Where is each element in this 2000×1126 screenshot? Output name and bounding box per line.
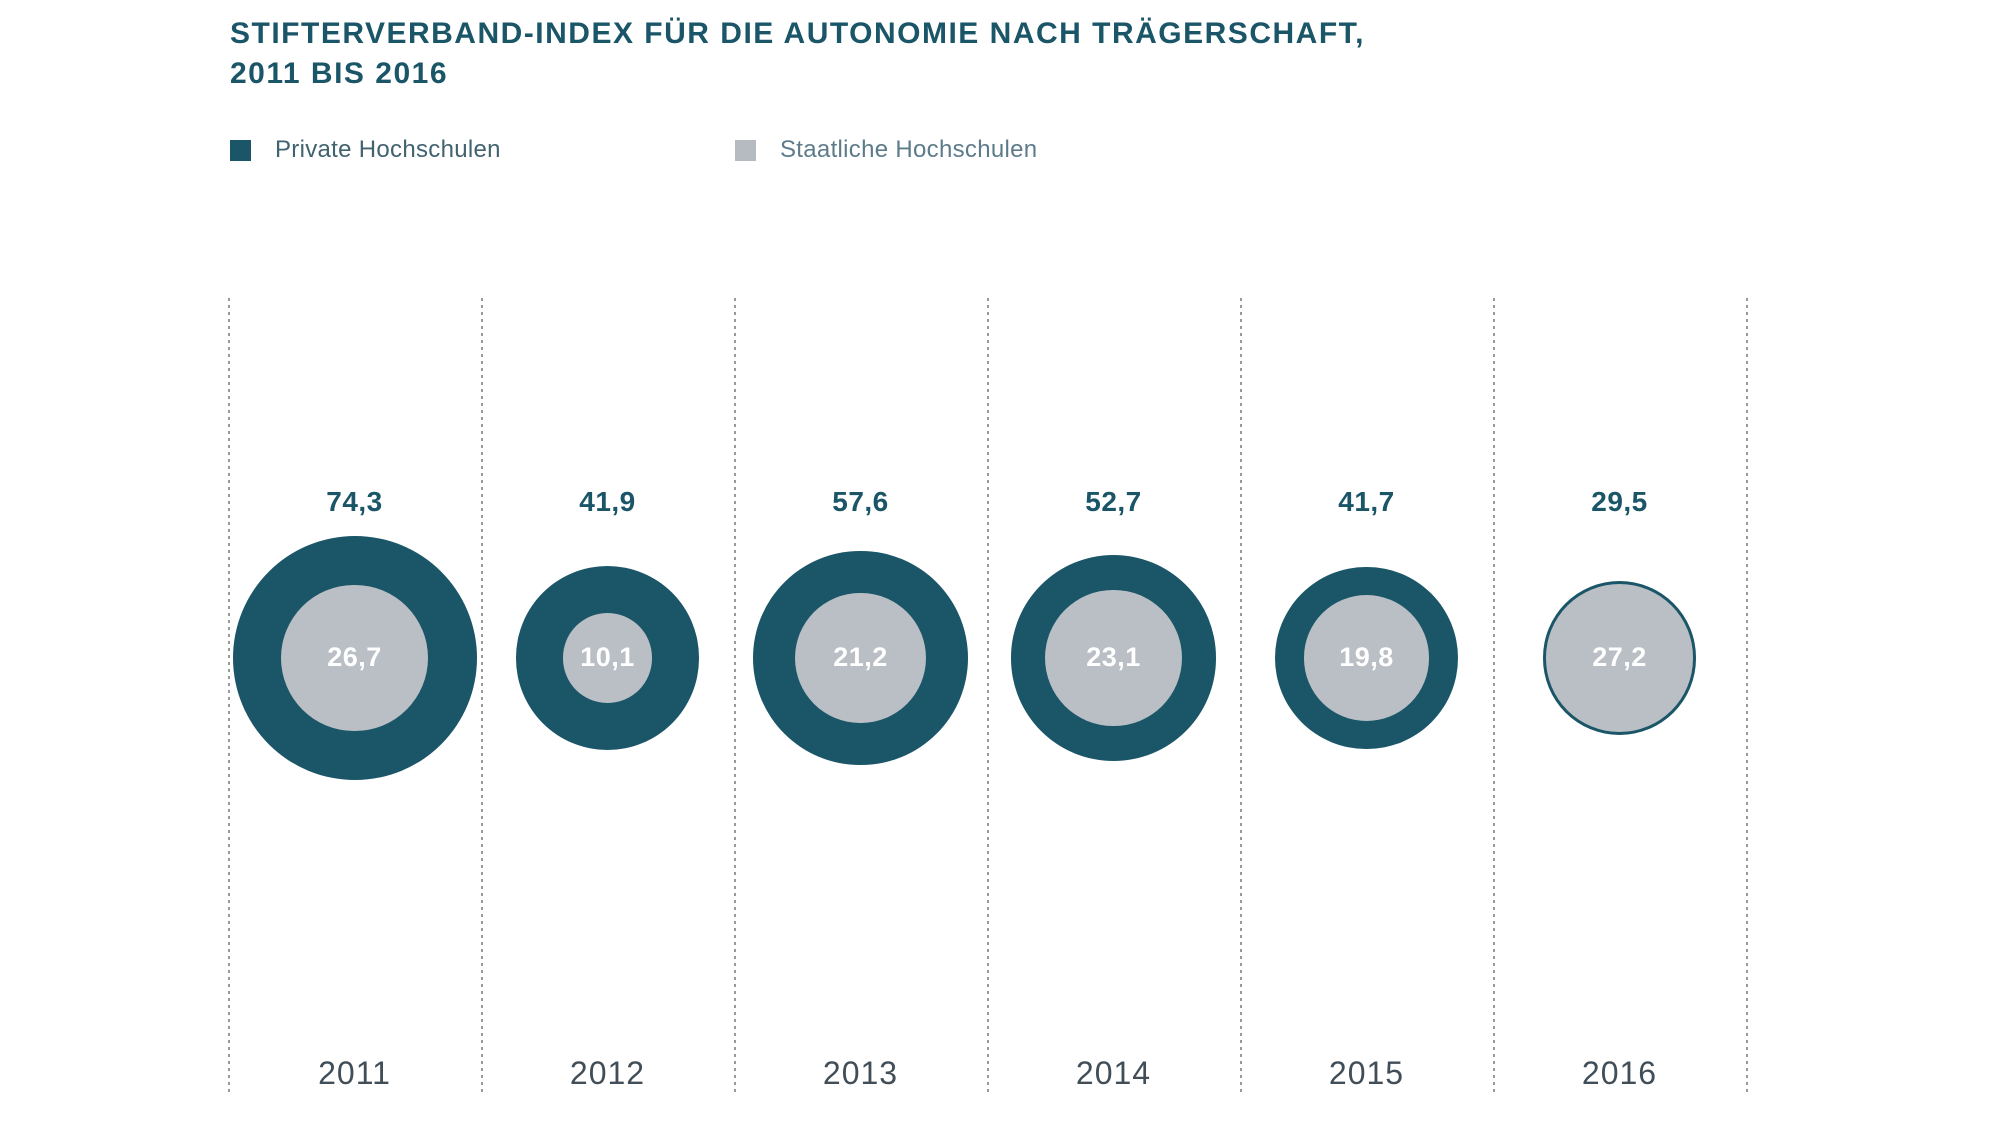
outer-value-label: 52,7 xyxy=(1085,486,1142,517)
inner-value-label: 23,1 xyxy=(1086,642,1141,673)
year-label: 2011 xyxy=(318,1055,391,1091)
bubble-staatliche: 27,2 xyxy=(1545,584,1694,732)
bubble-private: 10,1 xyxy=(515,566,700,750)
bubble-staatliche: 19,8 xyxy=(1303,595,1430,721)
inner-value-label: 27,2 xyxy=(1592,642,1647,673)
year-label: 2015 xyxy=(1328,1055,1405,1091)
legend-item-private: Private Hochschulen xyxy=(230,136,501,164)
year-label: 2013 xyxy=(822,1055,899,1091)
year-column-2015: 41,7 19,8 2015 xyxy=(1240,298,1493,1095)
bubble-private: 26,7 xyxy=(232,536,477,780)
legend-label-private: Private Hochschulen xyxy=(275,136,501,163)
grid-line xyxy=(228,298,230,1095)
year-column-2016: 29,5 27,2 2016 xyxy=(1493,298,1746,1095)
year-column-2011: 74,3 26,7 2011 xyxy=(228,298,481,1095)
legend-item-staatliche: Staatliche Hochschulen xyxy=(735,136,1037,164)
bubble-staatliche: 26,7 xyxy=(281,584,428,732)
bubble-private: 27,2 xyxy=(1542,581,1697,735)
outer-value-label: 41,9 xyxy=(579,486,636,517)
bubble-staatliche: 23,1 xyxy=(1045,589,1182,727)
bubble-private: 19,8 xyxy=(1275,566,1458,750)
inner-value-label: 19,8 xyxy=(1339,642,1394,673)
legend-swatch-private-icon xyxy=(230,139,251,161)
grid-line xyxy=(481,298,483,1095)
outer-value-label: 57,6 xyxy=(832,486,889,517)
bubble-private: 21,2 xyxy=(753,550,968,766)
inner-value-label: 26,7 xyxy=(327,642,382,673)
year-label: 2016 xyxy=(1581,1055,1658,1091)
grid-line xyxy=(1493,298,1495,1095)
chart-title: STIFTERVERBAND-INDEX FÜR DIE AUTONOMIE N… xyxy=(230,14,1365,94)
chart-title-line2: 2011 BIS 2016 xyxy=(230,57,449,90)
year-label: 2014 xyxy=(1075,1055,1152,1091)
bubble-staatliche: 10,1 xyxy=(562,613,653,703)
inner-value-label: 21,2 xyxy=(833,642,888,673)
chart-title-line1: STIFTERVERBAND-INDEX FÜR DIE AUTONOMIE N… xyxy=(230,17,1365,50)
legend-label-staatliche: Staatliche Hochschulen xyxy=(780,136,1038,163)
year-column-2013: 57,6 21,2 2013 xyxy=(734,298,987,1095)
inner-value-label: 10,1 xyxy=(580,642,635,673)
outer-value-label: 41,7 xyxy=(1338,486,1395,517)
grid-line xyxy=(734,298,736,1095)
bubble-staatliche: 21,2 xyxy=(795,592,926,724)
year-column-2012: 41,9 10,1 2012 xyxy=(481,298,734,1095)
legend-swatch-staatliche-icon xyxy=(735,139,756,161)
bubble-private: 23,1 xyxy=(1010,555,1217,761)
outer-value-label: 29,5 xyxy=(1591,486,1648,517)
grid-line xyxy=(987,298,989,1095)
grid-line xyxy=(1746,298,1748,1095)
year-column-2014: 52,7 23,1 2014 xyxy=(987,298,1240,1095)
outer-value-label: 74,3 xyxy=(326,486,383,517)
year-label: 2012 xyxy=(569,1055,646,1091)
grid-line xyxy=(1240,298,1242,1095)
